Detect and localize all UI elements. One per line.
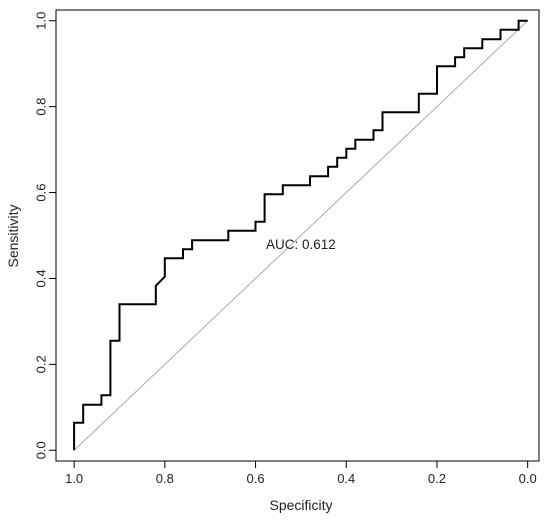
- y-tick-label: 0.4: [34, 269, 49, 287]
- y-axis-label: Sensitivity: [5, 204, 21, 267]
- y-tick-label: 0.2: [34, 355, 49, 373]
- plot-frame: [55, 9, 540, 462]
- y-axis: 0.0 0.2 0.4 0.6 0.8 1.0: [34, 12, 57, 459]
- y-tick-label: 1.0: [34, 12, 49, 30]
- x-axis-label: Specificity: [269, 497, 332, 513]
- x-tick-label: 0.0: [519, 471, 537, 486]
- x-tick-label: 0.8: [156, 471, 174, 486]
- x-tick-label: 0.4: [337, 471, 355, 486]
- x-tick-label: 1.0: [65, 471, 83, 486]
- y-tick-label: 0.8: [34, 98, 49, 116]
- y-tick-label: 0.0: [34, 441, 49, 459]
- y-tick-label: 0.6: [34, 184, 49, 202]
- roc-curve: [73, 19, 528, 451]
- x-tick-label: 0.2: [428, 471, 446, 486]
- reference-diagonal: [73, 20, 529, 451]
- x-tick-label: 0.6: [247, 471, 265, 486]
- auc-annotation: AUC: 0.612: [266, 237, 336, 252]
- x-axis: 1.0 0.8 0.6 0.4 0.2 0.0: [65, 460, 537, 486]
